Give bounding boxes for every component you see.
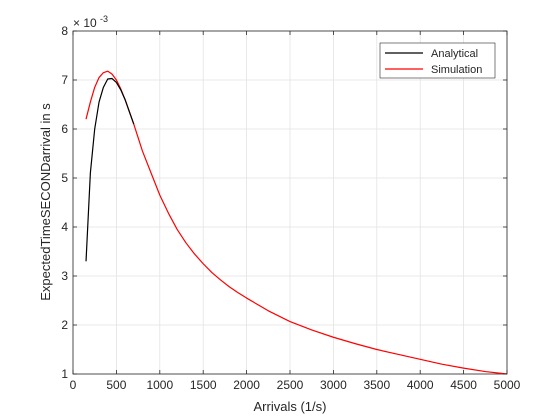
y-axis-multiplier: × 10 -3 [73, 14, 108, 30]
x-tick-label: 4000 [407, 378, 434, 392]
x-tick-label: 5000 [494, 378, 521, 392]
x-tick-label: 3000 [320, 378, 347, 392]
y-tick-label: 4 [61, 220, 68, 234]
y-tick-label: 6 [61, 122, 68, 136]
legend-box [379, 42, 496, 79]
x-tick-label: 2000 [233, 378, 260, 392]
x-tick-label: 0 [70, 378, 77, 392]
y-tick-label: 2 [61, 318, 68, 332]
series-line-analytical [85, 77, 135, 262]
x-tick-label: 4500 [450, 378, 477, 392]
y-axis-label: ExpectedTimeSECONDarrival in s [38, 103, 53, 301]
y-tick-label: 8 [61, 24, 68, 38]
y-axis-ticks: 1 2 3 4 5 6 7 8 [61, 24, 507, 381]
y-multiplier-exponent: -3 [100, 14, 108, 24]
legend-label-simulation: Simulation [431, 64, 482, 76]
x-axis-label: Arrivals (1/s) [254, 399, 327, 414]
x-tick-label: 1000 [146, 378, 173, 392]
x-tick-label: 500 [106, 378, 126, 392]
legend: Analytical Simulation [379, 42, 496, 79]
legend-label-analytical: Analytical [431, 48, 478, 60]
x-tick-label: 2500 [277, 378, 304, 392]
series-layer [85, 70, 508, 375]
y-tick-label: 1 [61, 367, 68, 381]
y-tick-label: 3 [61, 269, 68, 283]
x-tick-label: 3500 [363, 378, 390, 392]
series-line-simulation [85, 70, 508, 375]
x-axis-ticks: 0 500 1000 1500 2000 2500 3000 3500 4000 4500 5000 [70, 31, 521, 392]
y-tick-label: 5 [61, 171, 68, 185]
y-tick-label: 7 [61, 73, 68, 87]
y-multiplier-base: × 10 [73, 16, 97, 30]
x-tick-label: 1500 [190, 378, 217, 392]
